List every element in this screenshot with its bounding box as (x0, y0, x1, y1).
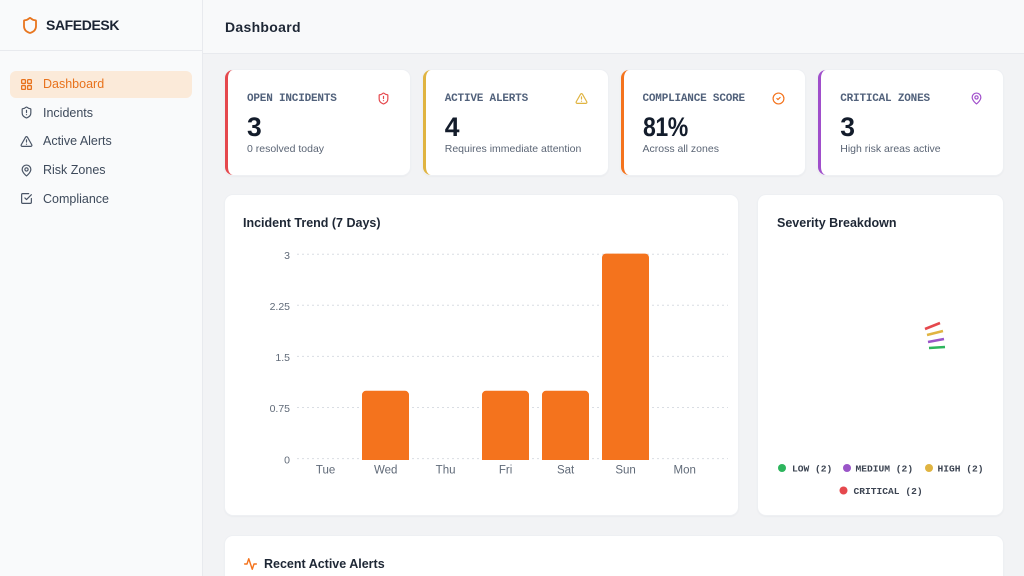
svg-text:MEDIUM (2): MEDIUM (2) (856, 464, 914, 475)
svg-text:0.75: 0.75 (270, 403, 291, 415)
svg-text:Sun: Sun (615, 465, 635, 477)
svg-text:HIGH (2): HIGH (2) (938, 464, 984, 475)
svg-text:Fri: Fri (499, 465, 512, 477)
svg-text:CRITICAL (2): CRITICAL (2) (854, 486, 923, 497)
svg-text:Wed: Wed (374, 465, 397, 477)
svg-text:1.5: 1.5 (275, 352, 290, 364)
svg-text:2.25: 2.25 (270, 301, 291, 313)
svg-text:Tue: Tue (316, 465, 335, 477)
svg-text:Mon: Mon (674, 465, 696, 477)
svg-text:0: 0 (284, 454, 290, 466)
svg-text:Thu: Thu (436, 465, 456, 477)
svg-text:Sat: Sat (557, 465, 575, 477)
svg-text:3: 3 (284, 250, 290, 262)
svg-text:LOW (2): LOW (2) (792, 464, 832, 475)
